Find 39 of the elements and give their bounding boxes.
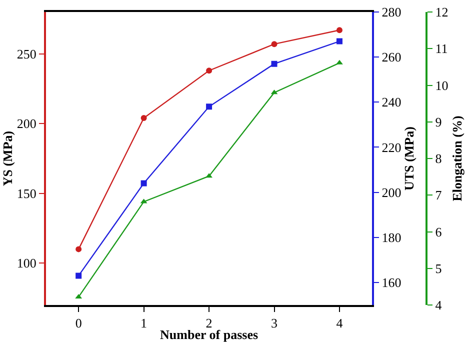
y3-tick-label: 9 bbox=[435, 114, 442, 130]
point bbox=[336, 38, 342, 44]
y2-tick-label: 160 bbox=[382, 275, 402, 290]
y2-tick-label: 240 bbox=[382, 94, 402, 110]
x-tick-label: 0 bbox=[75, 316, 82, 331]
y-tick-label: 250 bbox=[16, 46, 36, 62]
y3-axis-title: Elongation (%) bbox=[449, 116, 464, 202]
x-tick-label: 3 bbox=[271, 316, 278, 331]
y3-tick-label: 8 bbox=[435, 151, 442, 166]
y3-tick-label: 10 bbox=[435, 78, 448, 93]
y3-tick-label: 11 bbox=[435, 41, 448, 56]
y-tick-label: 150 bbox=[16, 186, 36, 201]
point bbox=[76, 272, 82, 279]
y2-axis-title: UTS (MPa) bbox=[401, 126, 416, 190]
y2-tick-label: 180 bbox=[382, 230, 402, 245]
point bbox=[206, 173, 212, 178]
y2-tick-label: 200 bbox=[382, 184, 402, 200]
point bbox=[271, 41, 278, 48]
point bbox=[336, 60, 343, 64]
y2-tick-label: 220 bbox=[382, 140, 402, 155]
y3-tick-label: 12 bbox=[435, 4, 448, 20]
x-tick-label: 4 bbox=[336, 316, 344, 331]
point bbox=[336, 27, 342, 34]
y3-tick-label: 7 bbox=[435, 188, 442, 203]
point bbox=[206, 104, 212, 110]
point bbox=[271, 60, 278, 67]
y3-tick-label: 4 bbox=[435, 298, 442, 313]
y3-tick-label: 6 bbox=[435, 224, 442, 240]
y2-tick-label: 260 bbox=[382, 50, 402, 65]
y-tick-label: 200 bbox=[16, 116, 36, 132]
point bbox=[140, 115, 147, 122]
y-axis-title: YS (MPa) bbox=[0, 130, 15, 186]
point bbox=[76, 246, 82, 252]
point bbox=[206, 68, 212, 74]
point bbox=[140, 180, 147, 186]
y-tick-label: 100 bbox=[16, 256, 36, 271]
x-tick-label: 1 bbox=[140, 316, 148, 331]
y2-tick-label: 280 bbox=[382, 4, 402, 20]
y3-tick-label: 5 bbox=[435, 260, 442, 276]
